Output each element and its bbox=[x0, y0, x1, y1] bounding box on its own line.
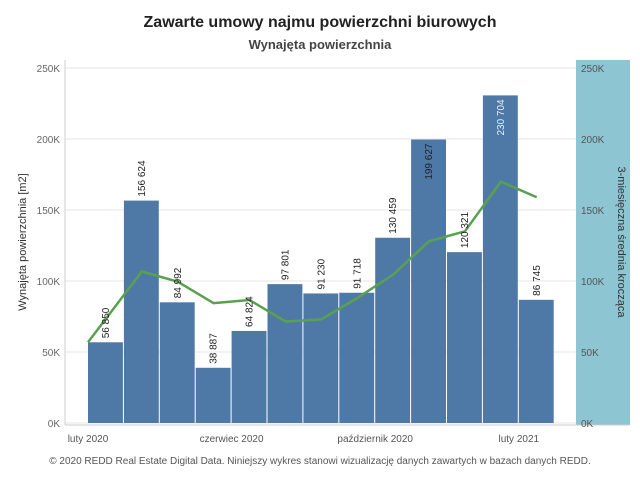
data-label: 120 321 bbox=[460, 212, 471, 249]
y-tick-label: 100K bbox=[37, 277, 61, 288]
bar bbox=[231, 330, 267, 423]
x-tick-label: październik 2020 bbox=[337, 434, 413, 445]
y2-tick-label: 50K bbox=[581, 348, 599, 359]
moving-average-line bbox=[87, 180, 538, 344]
y-axis-right: 0K 50K 100K 150K 200K 250K bbox=[581, 64, 605, 430]
chart-title: Zawarte umowy najmu powierzchni biurowyc… bbox=[143, 14, 497, 31]
bar bbox=[303, 293, 339, 423]
data-label: 156 624 bbox=[137, 160, 148, 197]
y-tick-label: 200K bbox=[37, 135, 61, 146]
bar-series bbox=[88, 95, 554, 423]
x-axis: luty 2020 czerwiec 2020 październik 2020 lu… bbox=[68, 434, 540, 445]
y-tick-label: 250K bbox=[37, 64, 61, 75]
bar bbox=[88, 342, 123, 423]
y-axis-left: 0K 50K 100K 150K 200K 250K bbox=[37, 64, 61, 430]
y2-axis-title: 3-miesięczna średnia krocząca bbox=[615, 166, 627, 318]
data-label: 91 230 bbox=[316, 258, 327, 289]
bar bbox=[411, 139, 446, 423]
moving-average-series bbox=[87, 180, 538, 344]
y-axis-title: Wynajęta powierzchnia [m2] bbox=[17, 173, 29, 310]
data-label: 130 459 bbox=[388, 197, 399, 234]
data-label: 199 627 bbox=[424, 143, 435, 180]
y2-tick-label: 100K bbox=[581, 277, 605, 288]
bar bbox=[375, 237, 411, 423]
bar bbox=[339, 292, 375, 423]
bar bbox=[267, 284, 303, 423]
data-label: 97 801 bbox=[280, 249, 291, 280]
x-tick-label: luty 2020 bbox=[68, 434, 109, 445]
bar bbox=[159, 302, 195, 423]
data-label: 56 850 bbox=[101, 307, 112, 338]
chart-subtitle: Wynajęta powierzchnia bbox=[248, 37, 392, 52]
right-axis-panel bbox=[576, 60, 630, 425]
y-tick-label: 50K bbox=[42, 348, 60, 359]
bar bbox=[518, 299, 554, 423]
data-label: 230 704 bbox=[496, 99, 507, 136]
y-tick-label: 0K bbox=[48, 419, 61, 430]
bar bbox=[123, 200, 159, 423]
bar bbox=[195, 367, 231, 423]
y2-tick-label: 150K bbox=[581, 206, 605, 217]
y2-tick-label: 200K bbox=[581, 135, 605, 146]
data-labels: 56 850 156 624 84 992 38 887 64 824 97 801 91 … bbox=[101, 99, 543, 364]
x-tick-label: luty 2021 bbox=[499, 434, 540, 445]
x-tick-label: czerwiec 2020 bbox=[200, 434, 264, 445]
data-label: 91 718 bbox=[352, 258, 363, 289]
footer-note: © 2020 REDD Real Estate Digital Data. Ni… bbox=[49, 456, 591, 467]
bar bbox=[482, 95, 518, 423]
y2-tick-label: 250K bbox=[581, 64, 605, 75]
data-label: 64 824 bbox=[245, 296, 256, 327]
bar bbox=[447, 252, 482, 423]
y-tick-label: 150K bbox=[37, 206, 61, 217]
data-label: 86 745 bbox=[532, 265, 543, 296]
data-label: 84 992 bbox=[173, 267, 184, 298]
data-label: 38 887 bbox=[209, 333, 220, 364]
y2-tick-label: 0K bbox=[581, 419, 594, 430]
